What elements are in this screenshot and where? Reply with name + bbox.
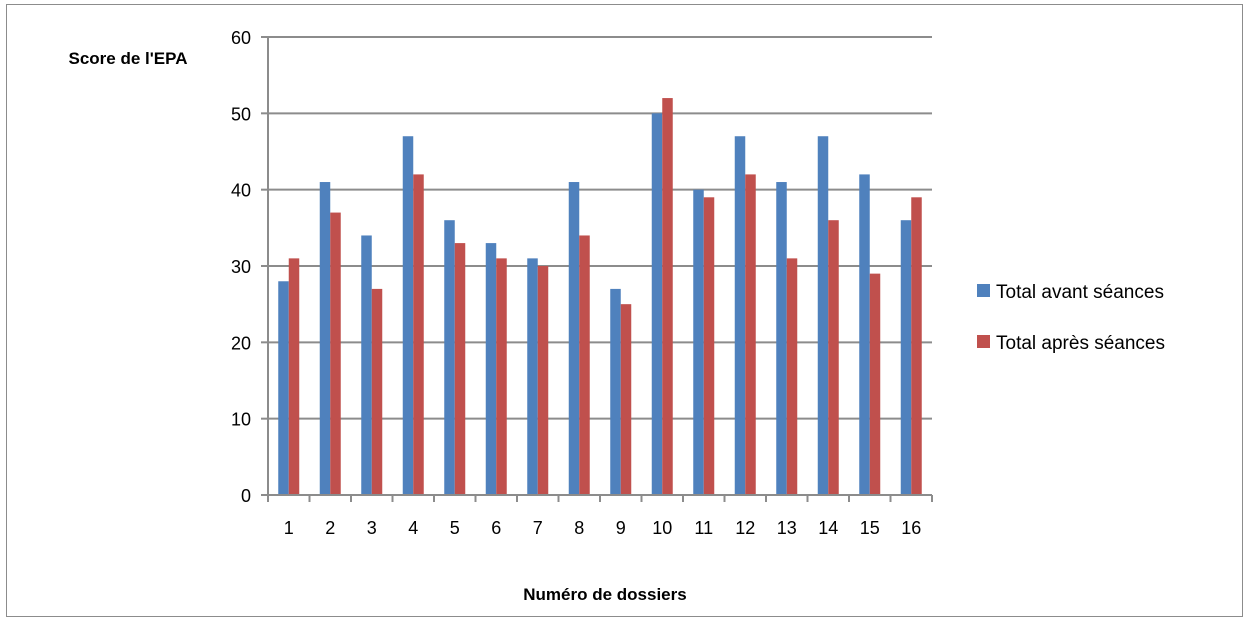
x-axis-title: Numéro de dossiers <box>523 585 686 604</box>
legend-swatch-apres <box>977 335 990 348</box>
bars <box>278 98 922 496</box>
x-tick-label: 7 <box>533 518 543 538</box>
y-tick-label: 10 <box>231 410 251 430</box>
bar-apres-16 <box>911 197 922 496</box>
bar-avant-11 <box>693 189 704 495</box>
bar-avant-13 <box>776 182 787 496</box>
x-tick-label: 8 <box>574 518 584 538</box>
x-tick-label: 13 <box>777 518 797 538</box>
x-tick-label: 4 <box>408 518 418 538</box>
y-tick-labels: 0 10 20 30 40 50 60 <box>231 28 251 506</box>
y-tick-label: 20 <box>231 333 251 353</box>
bar-apres-15 <box>869 273 881 495</box>
x-tick-labels: 1 2 3 4 5 6 7 8 9 10 11 12 13 14 15 16 <box>284 518 922 538</box>
y-tick-label: 30 <box>231 257 251 277</box>
y-axis-title: Score de l'EPA <box>69 49 188 68</box>
y-tick-label: 40 <box>231 181 251 201</box>
x-tick-label: 11 <box>694 518 713 538</box>
bar-avant-5 <box>444 220 455 495</box>
x-tick-label: 16 <box>901 518 921 538</box>
bar-apres-3 <box>371 288 383 495</box>
bar-avant-16 <box>900 220 912 495</box>
bar-avant-9 <box>610 288 621 495</box>
legend-label-avant: Total avant séances <box>996 282 1164 303</box>
legend-swatch-avant <box>977 284 990 297</box>
bar-apres-11 <box>703 197 715 496</box>
x-tick-label: 6 <box>491 518 501 538</box>
bar-apres-14 <box>828 220 839 495</box>
y-tick-label: 0 <box>241 486 251 506</box>
x-tick-label: 10 <box>652 518 672 538</box>
bar-avant-1 <box>278 281 289 495</box>
bar-apres-9 <box>620 304 632 495</box>
x-tick-label: 3 <box>367 518 377 538</box>
bar-avant-6 <box>485 243 497 495</box>
bar-avant-14 <box>817 136 829 495</box>
y-tick-label: 50 <box>231 104 251 124</box>
x-tick-label: 1 <box>284 518 294 538</box>
bar-apres-12 <box>745 174 756 495</box>
bar-avant-15 <box>859 174 870 495</box>
bar-avant-12 <box>734 136 746 495</box>
bar-apres-13 <box>786 258 798 495</box>
x-tick-label: 15 <box>860 518 880 538</box>
bar-apres-8 <box>579 235 590 495</box>
bar-avant-3 <box>361 235 372 495</box>
x-tick-label: 9 <box>616 518 626 538</box>
axes <box>267 37 933 502</box>
x-tick-label: 14 <box>818 518 838 538</box>
bar-apres-10 <box>662 98 673 496</box>
bar-apres-7 <box>537 266 549 495</box>
bar-apres-6 <box>496 258 507 495</box>
x-tick-label: 12 <box>735 518 755 538</box>
bar-avant-4 <box>402 136 414 495</box>
legend: Total avant séances Total après séances <box>977 282 1165 354</box>
bar-avant-8 <box>568 182 580 496</box>
bar-apres-4 <box>413 174 424 495</box>
legend-label-apres: Total après séances <box>996 333 1165 354</box>
x-tick-label: 2 <box>325 518 335 538</box>
bar-avant-2 <box>319 182 331 496</box>
x-tick-label: 5 <box>450 518 460 538</box>
y-tick-label: 60 <box>231 28 251 48</box>
bar-apres-1 <box>288 258 300 495</box>
bar-avant-7 <box>527 258 538 495</box>
bar-apres-2 <box>330 212 341 496</box>
bar-avant-10 <box>651 113 663 495</box>
bar-apres-5 <box>454 243 466 495</box>
